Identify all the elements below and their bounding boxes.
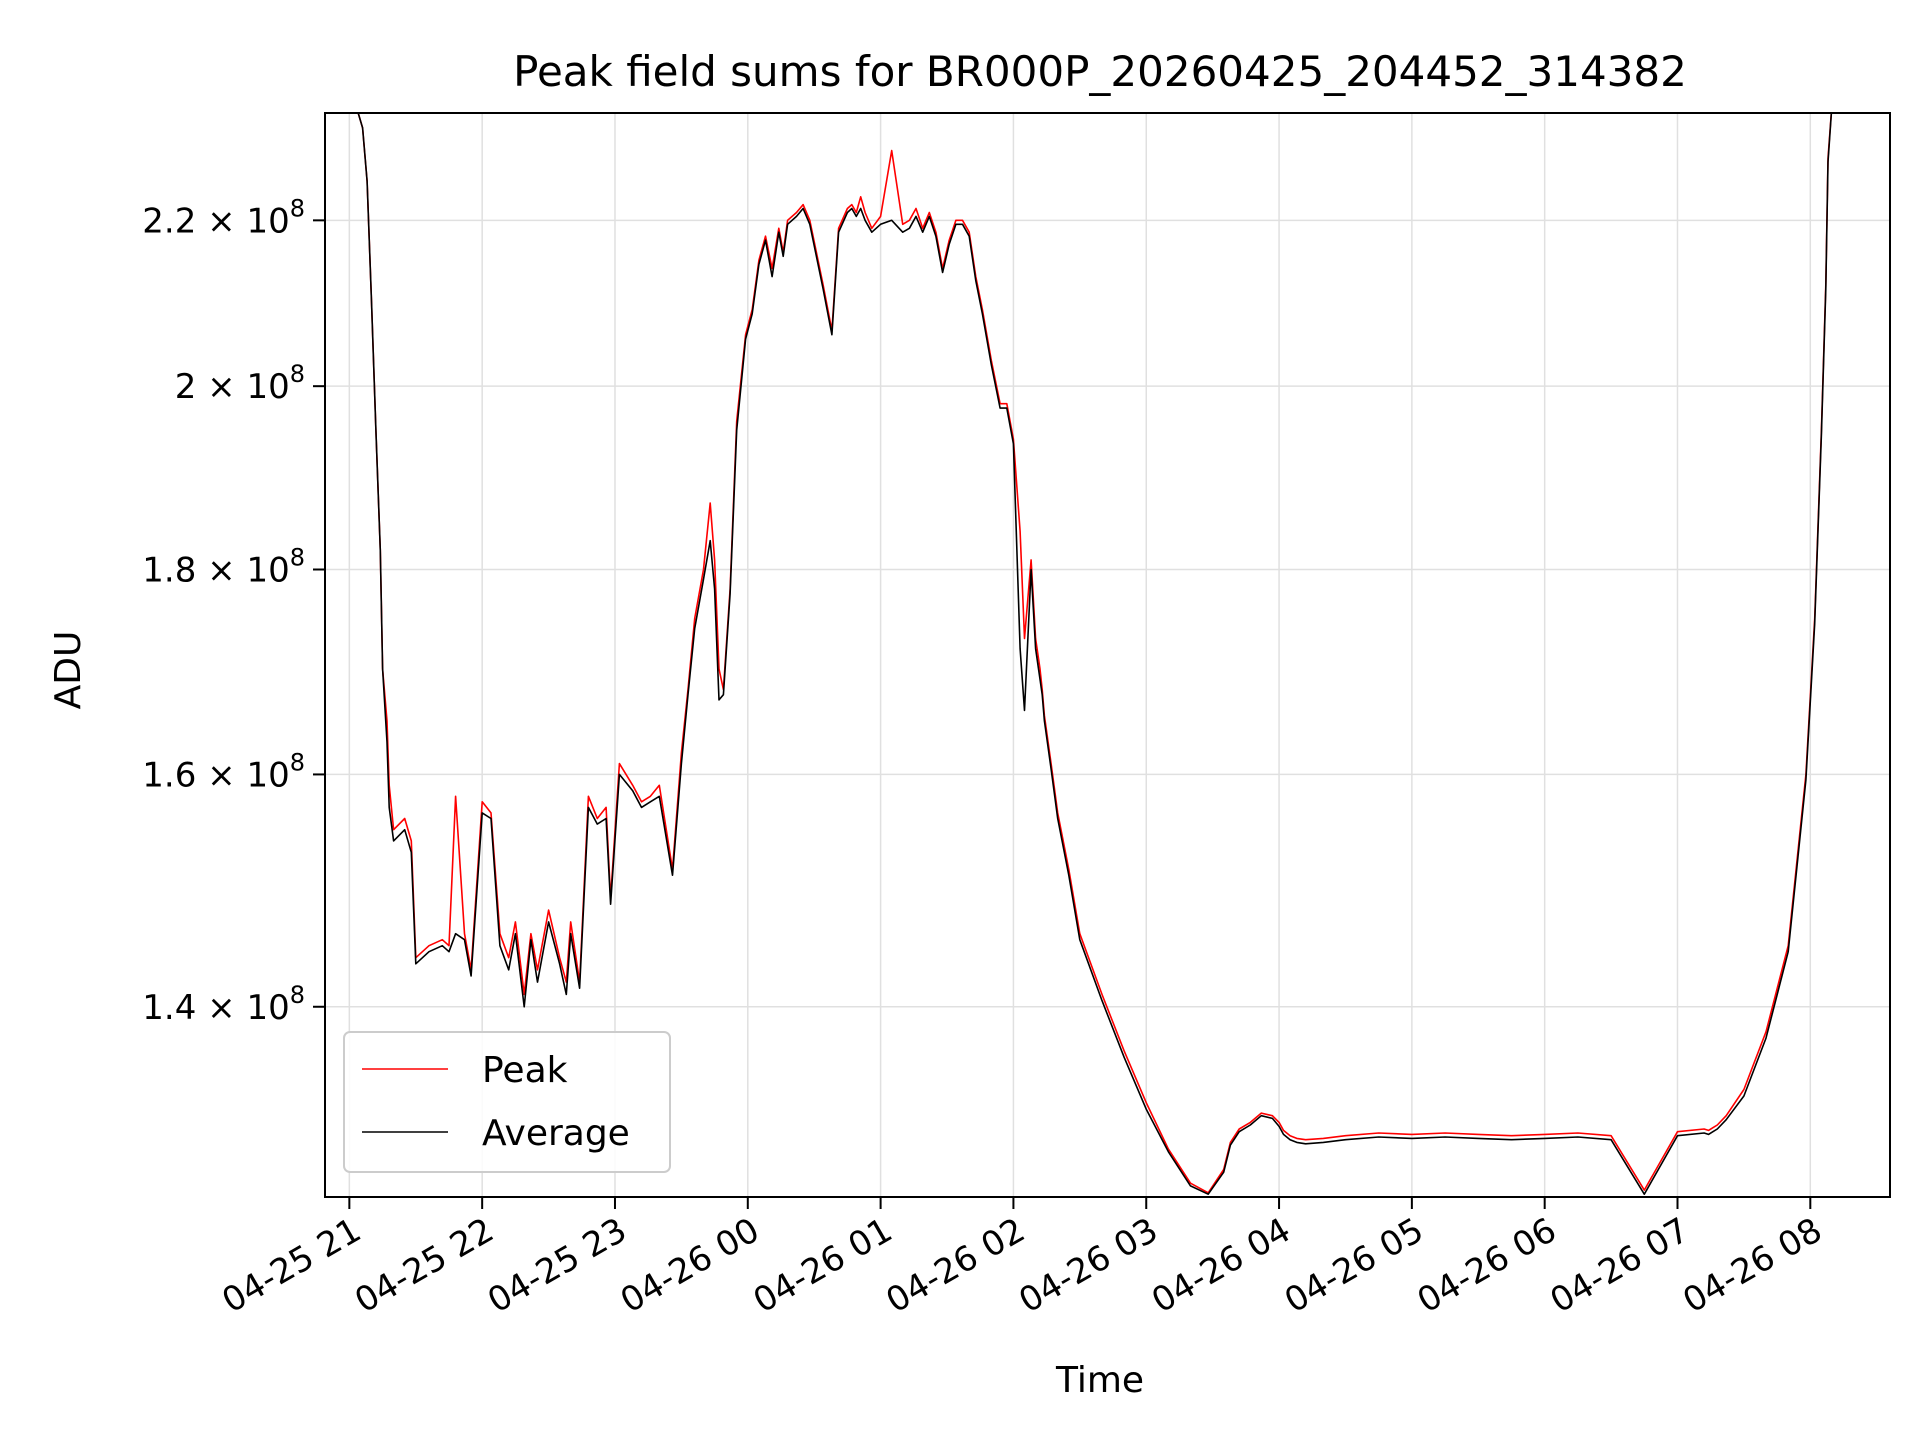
legend: Peak Average (343, 1031, 671, 1173)
y-axis: 1.4 × 108 1.6 × 108 1.8 × 108 2 × 108 2.2 × … (142, 194, 325, 1028)
y-axis-label: ADU (48, 631, 89, 710)
chart-title: Peak field sums for BR000P_20260425_2044… (513, 47, 1687, 96)
series-line-peak (357, 113, 1833, 1194)
legend-box (343, 1031, 671, 1173)
x-axis-label: Time (1055, 1360, 1144, 1401)
legend-peak-label: Peak (482, 1050, 568, 1091)
legend-average-label: Average (482, 1113, 630, 1154)
plot-area (357, 113, 1833, 1195)
y-tick-label: 1.6 × 108 (142, 748, 305, 795)
y-tick-label: 1.4 × 108 (142, 981, 305, 1028)
series-line-average (357, 113, 1833, 1195)
grid-lines (325, 113, 1890, 1197)
plot-frame (324, 112, 1891, 1198)
y-tick-label: 2.2 × 108 (142, 194, 305, 241)
y-tick-label: 1.8 × 108 (142, 543, 305, 590)
y-tick-label: 2 × 108 (175, 360, 305, 407)
